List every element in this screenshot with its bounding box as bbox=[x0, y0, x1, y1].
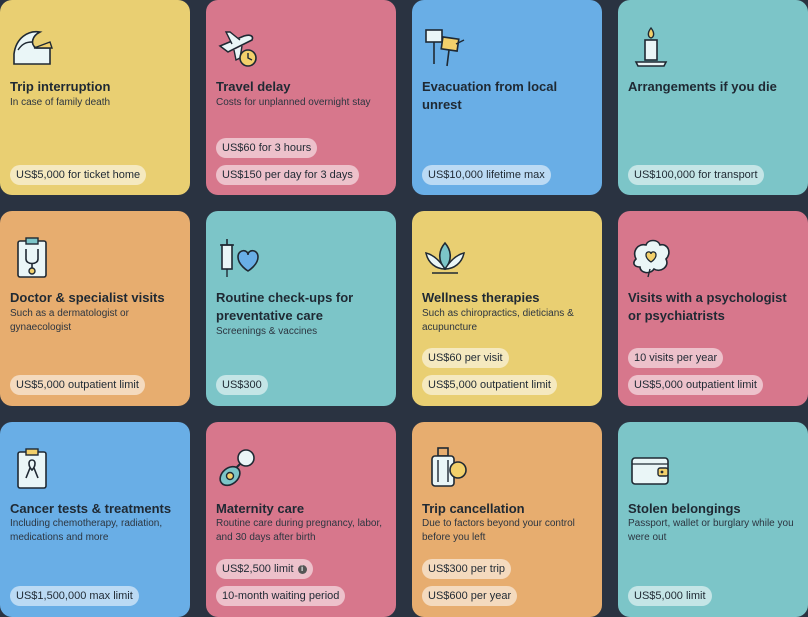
card-title: Stolen belongings bbox=[628, 501, 741, 516]
card-cancer-treatments[interactable]: Cancer tests & treatments Including chem… bbox=[0, 422, 190, 617]
lotus-icon bbox=[422, 235, 468, 281]
card-doctor-visits[interactable]: Doctor & specialist visits Such as a der… bbox=[0, 211, 190, 406]
card-title: Wellness therapies bbox=[422, 290, 540, 305]
card-description: Such as a dermatologist or gynaecologist bbox=[10, 308, 129, 333]
card-arrangements[interactable]: Arrangements if you die US$100,000 for t… bbox=[618, 0, 808, 195]
card-description: Such as chiropractics, dieticians & acup… bbox=[422, 308, 574, 333]
card-description: Due to factors beyond your control befor… bbox=[422, 518, 575, 543]
airplane-clock-icon bbox=[216, 24, 262, 70]
info-icon[interactable]: i bbox=[297, 564, 307, 574]
card-trip-cancellation[interactable]: Trip cancellation Due to factors beyond … bbox=[412, 422, 602, 617]
coverage-limit-badge: 10 visits per year bbox=[628, 348, 724, 368]
card-description: Including chemotherapy, radiation, medic… bbox=[10, 518, 163, 543]
coverage-limit-badge: 10-month waiting period bbox=[216, 586, 346, 606]
clipboard-ribbon-icon bbox=[10, 446, 56, 492]
card-travel-delay[interactable]: Travel delay Costs for unplanned overnig… bbox=[206, 0, 396, 195]
card-title: Routine check-ups for preventative care bbox=[216, 290, 354, 323]
coverage-limit-badge: US$150 per day for 3 days bbox=[216, 165, 359, 185]
card-title: Evacuation from local unrest bbox=[422, 79, 558, 112]
wave-hand-icon bbox=[10, 24, 56, 70]
coverage-limit-badge: US$1,500,000 max limit bbox=[10, 586, 139, 606]
suitcase-icon bbox=[422, 446, 468, 492]
coverage-limit-badge: US$10,000 lifetime max bbox=[422, 165, 551, 185]
coverage-limit-text: US$2,500 limit bbox=[222, 563, 294, 575]
coverage-limit-badge: US$60 for 3 hours bbox=[216, 138, 318, 158]
card-description: In case of family death bbox=[10, 97, 111, 108]
card-wellness-therapies[interactable]: Wellness therapies Such as chiropractics… bbox=[412, 211, 602, 406]
card-description: Screenings & vaccines bbox=[216, 326, 318, 337]
coverage-limit-badge: US$5,000 outpatient limit bbox=[628, 375, 763, 395]
syringe-heart-icon bbox=[216, 235, 262, 281]
coverage-limit-badge: US$600 per year bbox=[422, 586, 518, 606]
card-maternity-care[interactable]: Maternity care Routine care during pregn… bbox=[206, 422, 396, 617]
coverage-limit-badge: US$60 per visit bbox=[422, 348, 509, 368]
card-title: Doctor & specialist visits bbox=[10, 290, 165, 305]
pacifier-icon bbox=[216, 446, 262, 492]
card-title: Trip cancellation bbox=[422, 501, 525, 516]
coverage-limit-badge: US$5,000 outpatient limit bbox=[422, 375, 557, 395]
card-title: Arrangements if you die bbox=[628, 79, 777, 94]
card-stolen-belongings[interactable]: Stolen belongings Passport, wallet or bu… bbox=[618, 422, 808, 617]
card-title: Travel delay bbox=[216, 79, 291, 94]
coverage-limit-badge: US$300 bbox=[216, 375, 268, 395]
coverage-limit-badge: US$2,500 limit i bbox=[216, 559, 313, 579]
card-title: Cancer tests & treatments bbox=[10, 501, 172, 516]
card-description: Costs for unplanned overnight stay bbox=[216, 97, 371, 108]
coverage-limit-badge: US$5,000 for ticket home bbox=[10, 165, 147, 185]
card-description: Passport, wallet or burglary while you w… bbox=[628, 518, 794, 543]
coverage-limit-badge: US$5,000 limit bbox=[628, 586, 712, 606]
brain-heart-icon bbox=[628, 235, 674, 281]
coverage-limit-badge: US$100,000 for transport bbox=[628, 165, 764, 185]
card-title: Trip interruption bbox=[10, 79, 111, 94]
coverage-limit-badge: US$5,000 outpatient limit bbox=[10, 375, 145, 395]
card-trip-interruption[interactable]: Trip interruption In case of family deat… bbox=[0, 0, 190, 195]
card-routine-checkups[interactable]: Routine check-ups for preventative care … bbox=[206, 211, 396, 406]
protest-signs-icon bbox=[422, 24, 468, 70]
card-title: Visits with a psychologist or psychiatri… bbox=[628, 290, 787, 323]
card-psychologist-visits[interactable]: Visits with a psychologist or psychiatri… bbox=[618, 211, 808, 406]
coverage-limit-badge: US$300 per trip bbox=[422, 559, 512, 579]
wallet-icon bbox=[628, 446, 674, 492]
card-evacuation[interactable]: Evacuation from local unrest US$10,000 l… bbox=[412, 0, 602, 195]
clipboard-stethoscope-icon bbox=[10, 235, 56, 281]
card-title: Maternity care bbox=[216, 501, 305, 516]
candle-icon bbox=[628, 24, 674, 70]
card-description: Routine care during pregnancy, labor, an… bbox=[216, 518, 383, 543]
